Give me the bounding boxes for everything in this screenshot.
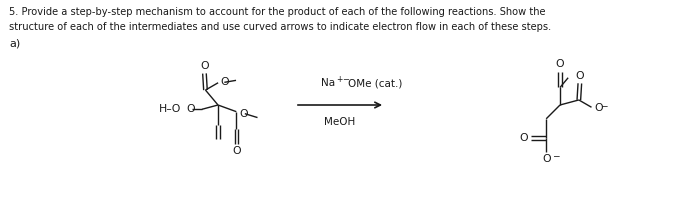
Text: MeOH: MeOH <box>324 117 356 127</box>
Text: OMe (cat.): OMe (cat.) <box>348 78 402 88</box>
Text: a): a) <box>9 38 20 49</box>
Text: O: O <box>556 59 564 69</box>
Text: O: O <box>542 154 550 164</box>
Text: Na: Na <box>321 78 335 88</box>
Text: −: − <box>342 75 349 84</box>
Text: O: O <box>575 71 584 81</box>
Text: −: − <box>600 101 607 110</box>
Text: O: O <box>519 133 528 143</box>
Text: O: O <box>239 109 248 119</box>
Text: H–O: H–O <box>159 104 181 114</box>
Text: O: O <box>232 146 241 156</box>
Text: +: + <box>336 75 342 84</box>
Text: structure of each of the intermediates and use curved arrows to indicate electro: structure of each of the intermediates a… <box>9 22 552 33</box>
Text: 5. Provide a step-by-step mechanism to account for the product of each of the fo: 5. Provide a step-by-step mechanism to a… <box>9 7 545 17</box>
Text: O: O <box>220 77 229 87</box>
Text: O: O <box>187 104 195 114</box>
Text: O: O <box>200 61 209 71</box>
Text: −: − <box>552 151 560 160</box>
Text: O: O <box>594 103 603 113</box>
